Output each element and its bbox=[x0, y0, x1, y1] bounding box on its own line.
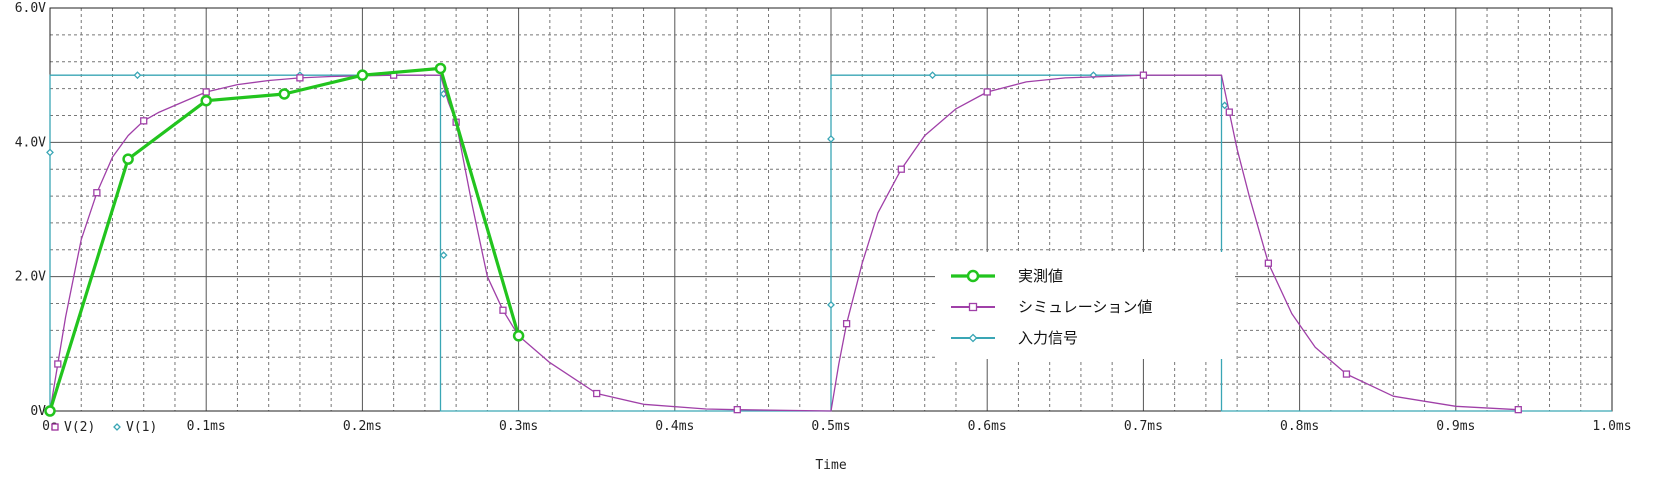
series-point bbox=[983, 88, 991, 96]
series-point bbox=[434, 62, 447, 75]
legend-marker bbox=[966, 269, 980, 283]
x-tick-label: 0.8ms bbox=[1280, 419, 1319, 434]
series-point bbox=[512, 330, 525, 342]
series-point bbox=[356, 69, 369, 81]
x-tick-label: 0.5ms bbox=[811, 419, 850, 434]
legend-marker bbox=[968, 333, 978, 343]
series-point bbox=[44, 405, 56, 417]
series-point bbox=[122, 153, 134, 165]
series-point bbox=[200, 94, 212, 107]
series-point bbox=[928, 71, 937, 80]
series-point bbox=[897, 165, 905, 173]
series-point bbox=[1342, 370, 1351, 378]
series-point bbox=[93, 189, 101, 197]
x-tick-label: 0.3ms bbox=[499, 419, 538, 434]
series-point bbox=[499, 306, 507, 314]
legend-label: 実測値 bbox=[1018, 267, 1063, 285]
series-point bbox=[140, 117, 148, 125]
y-tick-label: 0V bbox=[30, 404, 46, 419]
series-point bbox=[439, 251, 448, 260]
x-axis-ticks: 0s 0.1ms 0.2ms 0.3ms 0.4ms 0.5ms 0.6ms 0.7ms 0.8… bbox=[42, 419, 1631, 434]
series-line bbox=[49, 74, 1612, 412]
x-tick-label: 0.1ms bbox=[187, 419, 226, 434]
series-point bbox=[278, 88, 291, 100]
series-point bbox=[593, 389, 601, 398]
series-point bbox=[842, 320, 851, 328]
legend-label: 入力信号 bbox=[1018, 329, 1078, 347]
x-tick-label: 0.4ms bbox=[655, 419, 694, 434]
series-point bbox=[733, 406, 741, 414]
trace-legend: V(2) V(1) bbox=[51, 420, 157, 435]
series-point bbox=[1220, 101, 1229, 110]
series-line bbox=[48, 66, 521, 412]
series-point bbox=[1225, 108, 1233, 116]
x-tick-label: 1.0ms bbox=[1592, 419, 1631, 434]
series-2 bbox=[46, 71, 1612, 412]
series-point bbox=[54, 360, 62, 368]
series-point bbox=[1514, 406, 1522, 414]
series-point bbox=[296, 74, 304, 82]
legend-label: シミュレーション値 bbox=[1018, 298, 1152, 316]
x-tick-label: 0.2ms bbox=[343, 419, 382, 434]
x-tick-label: 0.9ms bbox=[1436, 419, 1475, 434]
x-tick-label: 0.7ms bbox=[1124, 419, 1163, 434]
series-point bbox=[1264, 259, 1273, 267]
y-axis-ticks: 0V 2.0V 4.0V 6.0V bbox=[15, 1, 46, 419]
y-tick-label: 6.0V bbox=[15, 1, 46, 16]
series-point bbox=[827, 300, 835, 309]
trace-legend-label: V(2) bbox=[64, 420, 95, 435]
series-point bbox=[46, 148, 54, 157]
trace-legend-marker bbox=[113, 423, 121, 431]
series-point bbox=[827, 135, 835, 143]
x-tick-label: 0.6ms bbox=[968, 419, 1007, 434]
trace-legend-marker bbox=[51, 423, 59, 431]
trace-legend-label: V(1) bbox=[126, 420, 157, 435]
y-tick-label: 4.0V bbox=[15, 135, 46, 150]
x-axis-title: Time bbox=[815, 458, 846, 473]
series-0 bbox=[44, 62, 525, 417]
series-point bbox=[202, 88, 210, 96]
series-1 bbox=[49, 71, 1522, 414]
series-line bbox=[49, 74, 1519, 412]
series-point bbox=[1139, 71, 1148, 79]
y-tick-label: 2.0V bbox=[15, 270, 46, 285]
series-traces bbox=[44, 62, 1612, 417]
series-point bbox=[133, 71, 142, 80]
legend-marker bbox=[968, 302, 978, 312]
legend-background bbox=[935, 252, 1235, 359]
